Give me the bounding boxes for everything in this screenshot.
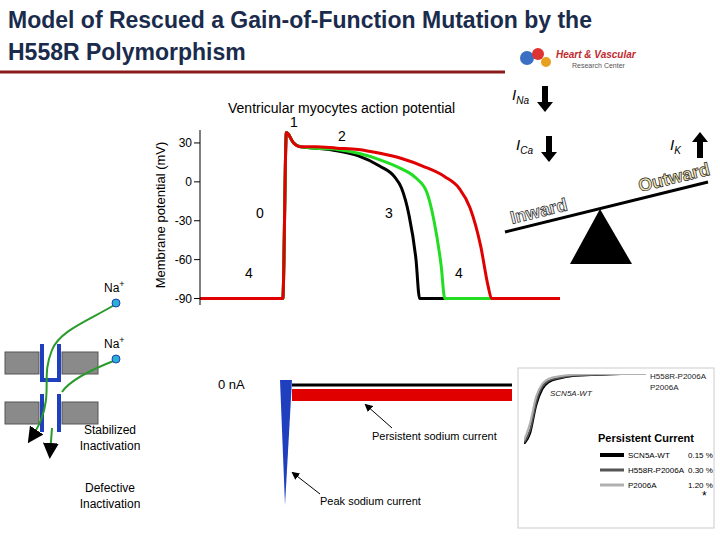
svg-text:Research Center: Research Center — [572, 62, 626, 69]
svg-text:ICa: ICa — [516, 136, 533, 156]
svg-text:Persistent sodium current: Persistent sodium current — [372, 430, 497, 442]
svg-text:H558R-P2006A: H558R-P2006A — [628, 466, 685, 475]
svg-text:1.20 %: 1.20 % — [688, 481, 712, 490]
svg-text:*: * — [702, 489, 707, 503]
html-text:0: 0 — [256, 205, 264, 221]
svg-text:-90: -90 — [175, 292, 193, 306]
html-text:4: 4 — [455, 265, 463, 281]
svg-text:SCN5A-WT: SCN5A-WT — [628, 451, 670, 460]
svg-text:0.15 %: 0.15 % — [688, 451, 712, 460]
svg-text:0 nA: 0 nA — [218, 377, 245, 392]
svg-text:IK: IK — [670, 136, 682, 156]
svg-text:0: 0 — [185, 175, 192, 189]
svg-text:Na+: Na+ — [104, 279, 125, 295]
svg-text:Stabilized: Stabilized — [84, 423, 136, 437]
html-text:4: 4 — [245, 265, 253, 281]
svg-text:Na+: Na+ — [104, 335, 125, 351]
svg-text:Inactivation: Inactivation — [80, 439, 141, 453]
svg-text:SCN5A-WT: SCN5A-WT — [550, 389, 593, 398]
html-text:1: 1 — [290, 114, 298, 130]
html-text:Membrane potential (mV): Membrane potential (mV) — [152, 141, 168, 289]
svg-text:0.30 %: 0.30 % — [688, 466, 712, 475]
svg-text:INa: INa — [512, 86, 529, 106]
svg-text:30: 30 — [179, 136, 193, 150]
svg-text:H558R-P2006A: H558R-P2006A — [650, 372, 707, 381]
svg-text:Outward: Outward — [636, 159, 712, 196]
svg-text:Defective: Defective — [85, 481, 135, 495]
html-text:2: 2 — [338, 128, 346, 144]
svg-text:H558R Polymorphism: H558R Polymorphism — [8, 39, 246, 65]
svg-text:P2006A: P2006A — [650, 383, 679, 392]
svg-text:Model of Rescued a Gain-of-Fun: Model of Rescued a Gain-of-Function Muta… — [8, 7, 592, 33]
html-text:Ventricular myocytes action po: Ventricular myocytes action potential — [228, 100, 456, 116]
svg-text:Heart & Vascular: Heart & Vascular — [556, 49, 637, 60]
svg-text:-30: -30 — [175, 214, 193, 228]
svg-text:-60: -60 — [175, 253, 193, 267]
svg-text:Inactivation: Inactivation — [80, 497, 141, 511]
svg-text:Peak sodium current: Peak sodium current — [320, 495, 421, 507]
svg-text:Persistent Current: Persistent Current — [598, 432, 694, 444]
svg-text:P2006A: P2006A — [628, 481, 657, 490]
html-text:3: 3 — [385, 205, 393, 221]
svg-text:Inward: Inward — [508, 195, 569, 228]
